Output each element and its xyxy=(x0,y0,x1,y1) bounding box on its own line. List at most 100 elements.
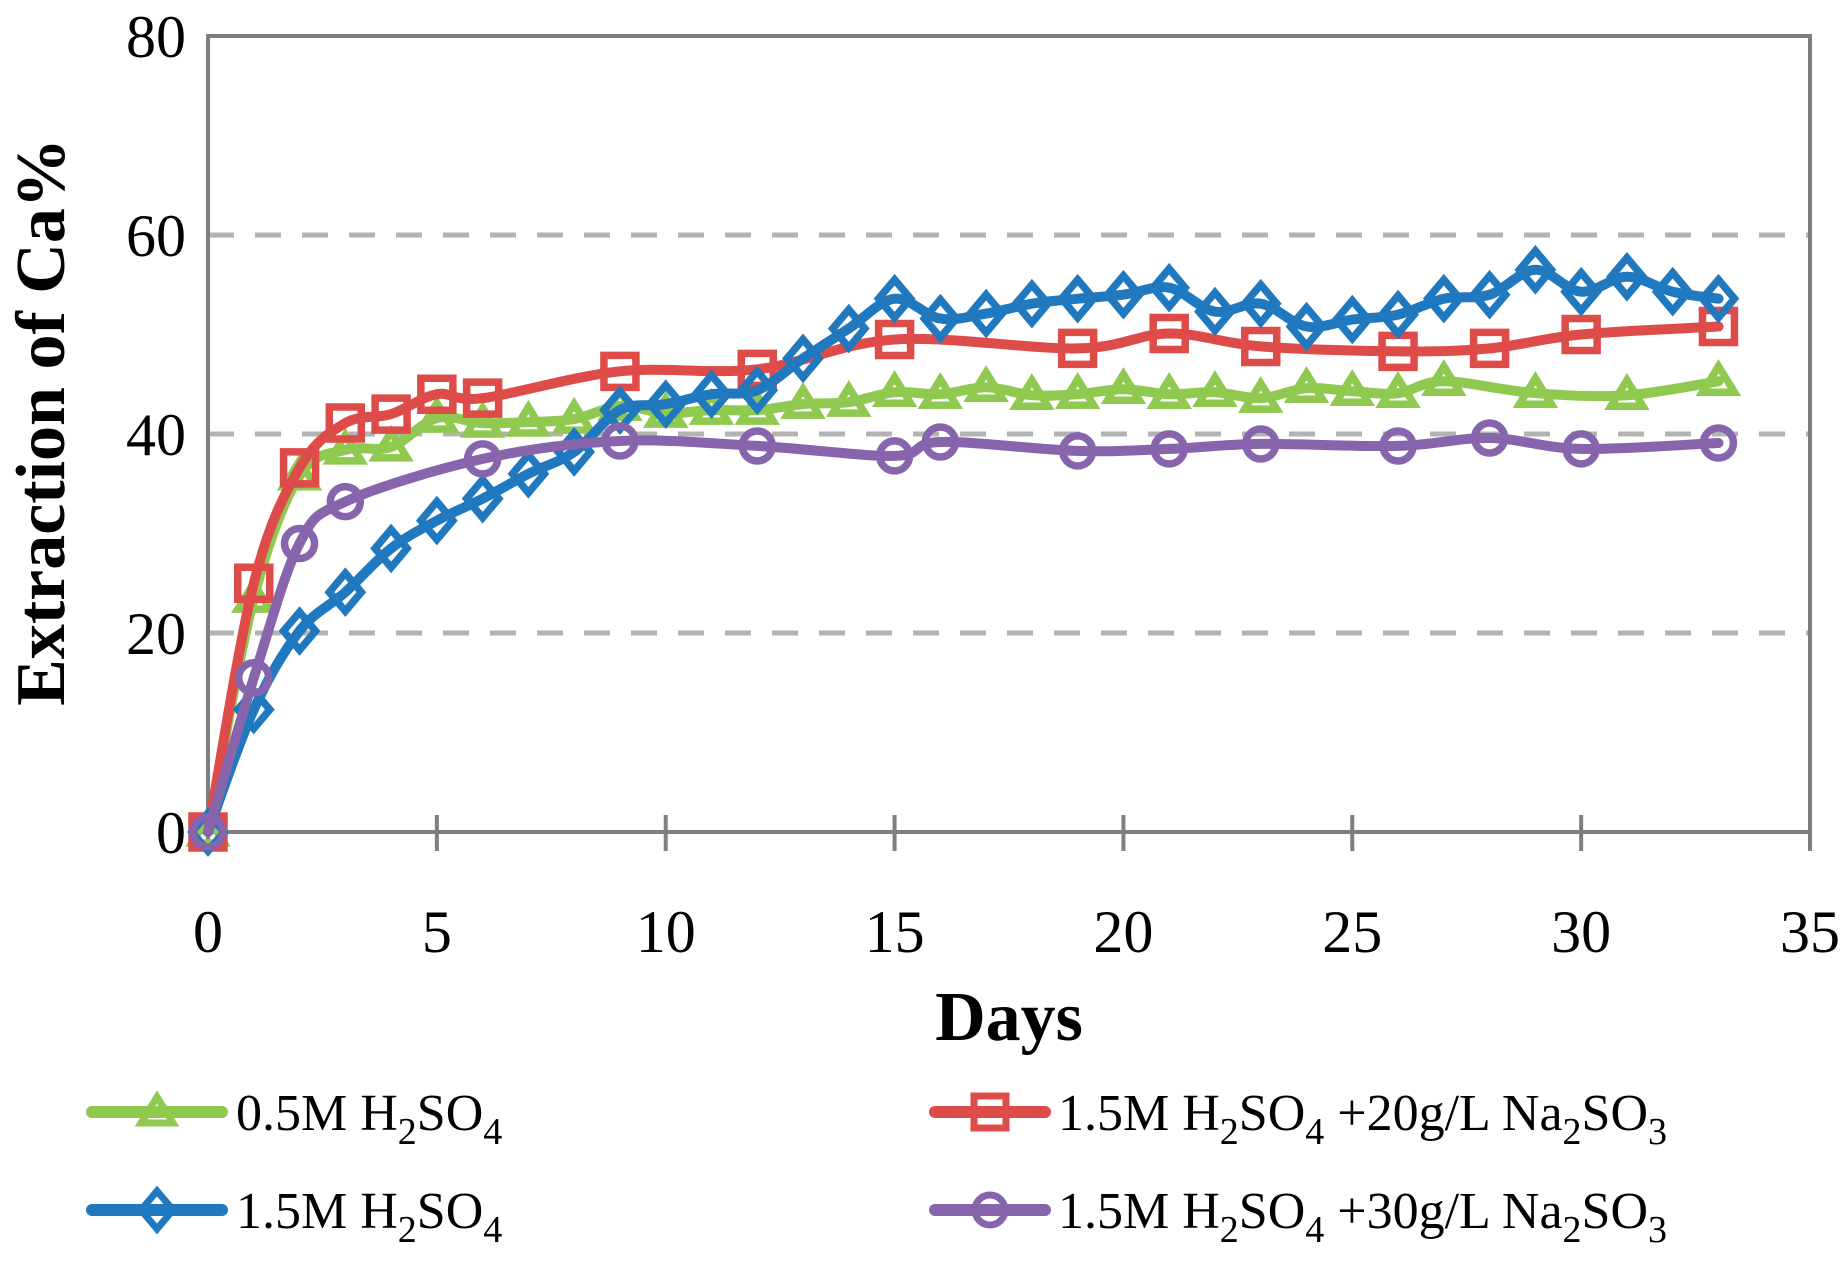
square-marker xyxy=(234,563,274,603)
diamond-marker xyxy=(324,567,367,618)
series-layer xyxy=(185,245,1742,857)
circle-marker xyxy=(875,437,914,475)
triangle-marker xyxy=(1512,371,1559,408)
legend-label-subscript: 2 xyxy=(1220,1209,1239,1251)
triangle-marker xyxy=(1283,366,1330,403)
diamond-marker xyxy=(1239,278,1282,329)
triangle-marker xyxy=(459,400,506,438)
triangle-marker xyxy=(871,370,918,407)
circle-marker xyxy=(738,427,777,465)
legend-label-text: +20g/L Na xyxy=(1324,1085,1562,1142)
diamond-marker xyxy=(1422,273,1465,324)
diamond-marker xyxy=(1697,273,1740,324)
circle-marker xyxy=(326,482,365,521)
x-axis-title: Days xyxy=(935,979,1083,1056)
legend-label-text: SO xyxy=(1239,1085,1305,1142)
diamond-marker xyxy=(1285,301,1328,352)
y-tick-label-0: 0 xyxy=(156,800,186,866)
legend-label-subscript: 4 xyxy=(483,1209,502,1251)
triangle-marker xyxy=(1192,370,1238,407)
legend-label-subscript: 3 xyxy=(1648,1111,1667,1153)
diamond-marker xyxy=(827,303,870,354)
diamond-marker xyxy=(1606,251,1648,302)
diamond-marker xyxy=(1514,245,1557,295)
legend-label: 1.5M H2SO4 xyxy=(236,1183,502,1251)
triangle-marker xyxy=(1100,367,1147,404)
legend-entry: 0.5M H2SO4 xyxy=(86,1085,502,1153)
square-marker xyxy=(600,351,640,392)
circle-marker xyxy=(601,422,639,460)
plot-frame xyxy=(193,34,1812,834)
circle-marker xyxy=(1379,427,1417,465)
square-marker xyxy=(1149,313,1189,354)
triangle-marker xyxy=(185,809,231,847)
series-line-2 xyxy=(203,264,1724,837)
circle-marker xyxy=(280,524,319,563)
gridlines xyxy=(208,232,1810,636)
legend-label-subscript: 2 xyxy=(1563,1209,1582,1251)
diamond-marker xyxy=(370,523,412,574)
y-tick-label-20: 20 xyxy=(126,601,186,667)
triangle-marker xyxy=(1604,373,1650,410)
x-tick-label-0: 0 xyxy=(193,899,223,965)
square-marker xyxy=(325,403,366,443)
circle-marker xyxy=(235,659,273,697)
diamond-marker xyxy=(919,293,962,344)
diamond-marker xyxy=(1468,269,1511,320)
circle-marker xyxy=(1150,430,1188,468)
legend-label-text: SO xyxy=(1582,1183,1648,1240)
circle-marker xyxy=(1470,419,1509,457)
square-marker xyxy=(279,448,320,488)
series-triangle xyxy=(185,359,1742,847)
y-tick-label-40: 40 xyxy=(126,402,186,468)
triangle-marker xyxy=(1421,359,1467,397)
legend-label-text: 1.5M H xyxy=(236,1183,398,1240)
legend-entry: 1.5M H2SO4 xyxy=(86,1183,502,1251)
square-marker xyxy=(874,319,915,360)
circle-marker xyxy=(1241,425,1280,463)
legend-label-text: SO xyxy=(417,1183,483,1240)
legend-label-subscript: 3 xyxy=(1648,1209,1667,1251)
triangle-marker xyxy=(1329,369,1376,406)
diamond-marker xyxy=(782,333,824,384)
triangle-marker xyxy=(1009,373,1055,410)
diamond-marker xyxy=(965,288,1008,339)
circle-marker xyxy=(921,423,960,461)
triangle-marker xyxy=(505,399,552,437)
diamond-marker xyxy=(1010,278,1053,329)
series-line-0 xyxy=(203,376,1724,837)
legend-label-subscript: 4 xyxy=(1305,1111,1324,1153)
triangle-marker xyxy=(917,372,964,409)
diamond-marker xyxy=(1102,269,1145,320)
x-tick-label-25: 25 xyxy=(1322,899,1382,965)
triangle-marker xyxy=(1238,376,1284,413)
triangle-marker xyxy=(322,427,369,465)
legend-label: 1.5M H2SO4 +20g/L Na2SO3 xyxy=(1058,1085,1667,1153)
triangle-marker xyxy=(826,380,872,417)
diamond-marker xyxy=(1331,294,1374,345)
triangle-marker xyxy=(1695,359,1742,397)
legend-label-subscript: 2 xyxy=(1220,1111,1239,1153)
legend-entry: 1.5M H2SO4 +20g/L Na2SO3 xyxy=(929,1085,1667,1153)
diamond-marker xyxy=(278,606,321,656)
diamond-marker xyxy=(461,473,504,524)
circle-marker xyxy=(1562,430,1600,468)
y-axis-title: Extraction of Ca% xyxy=(3,138,80,706)
x-tick-label-30: 30 xyxy=(1551,899,1611,965)
legend-label-subscript: 2 xyxy=(398,1111,417,1153)
x-tick-label-20: 20 xyxy=(1093,899,1153,965)
legend-label-text: 0.5M H xyxy=(236,1085,398,1142)
triangle-marker xyxy=(1054,372,1101,409)
legend-label-text: SO xyxy=(417,1085,483,1142)
x-tick-label-10: 10 xyxy=(636,899,696,965)
diamond-marker xyxy=(1651,266,1694,317)
legend-label-text: 1.5M H xyxy=(1058,1183,1220,1240)
triangle-marker xyxy=(414,395,460,433)
square-legend-marker xyxy=(970,1092,1010,1132)
legend-label: 0.5M H2SO4 xyxy=(236,1085,502,1153)
legend-entry: 1.5M H2SO4 +30g/L Na2SO3 xyxy=(929,1183,1667,1251)
circle-marker xyxy=(1058,432,1097,470)
legend-label-subscript: 2 xyxy=(398,1209,417,1251)
